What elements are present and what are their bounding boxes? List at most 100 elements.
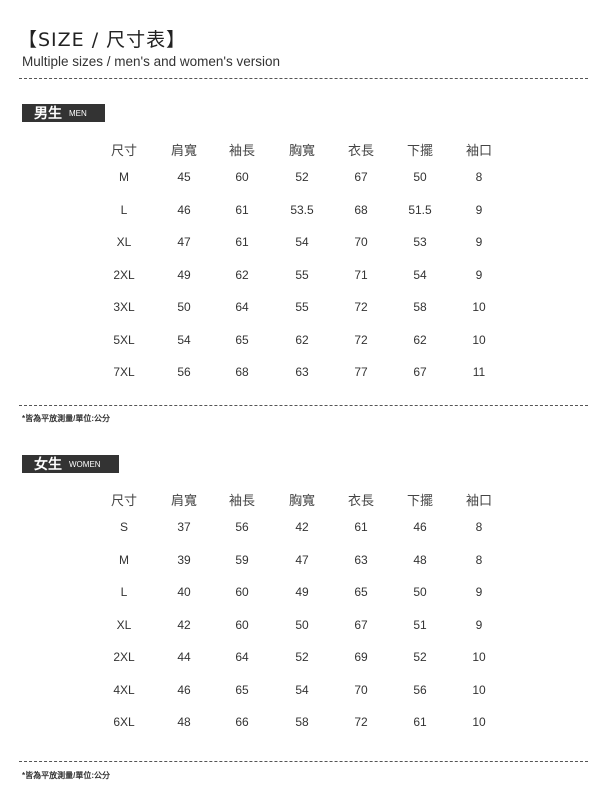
table-cell: 49 xyxy=(177,267,191,282)
size-label: M xyxy=(119,170,129,184)
table-cell: 9 xyxy=(475,267,483,282)
column-header: 下擺 xyxy=(406,143,433,158)
table-cell: 68 xyxy=(354,202,368,217)
table-cell: 45 xyxy=(177,170,191,184)
table-cell: 62 xyxy=(413,332,427,347)
table-cell: 46 xyxy=(177,202,191,217)
table-cell: 52 xyxy=(413,650,427,664)
table-cell: 60 xyxy=(235,585,249,599)
table-cell: 63 xyxy=(295,365,309,379)
table-cell: 46 xyxy=(413,520,427,534)
women-label-zh: 女生 xyxy=(34,456,62,472)
table-cell: 46 xyxy=(177,682,191,697)
table-cell: 63 xyxy=(354,552,368,567)
men-note: *皆為平放測量/單位:公分 xyxy=(22,414,110,423)
size-label: XL xyxy=(116,617,132,632)
column-header: 肩寬 xyxy=(170,143,197,158)
column-header: 袖長 xyxy=(228,143,255,158)
men-label-en: MEN xyxy=(69,108,87,118)
table-cell: 44 xyxy=(177,650,191,664)
column-header: 肩寬 xyxy=(170,493,197,508)
table-cell: 52 xyxy=(295,170,309,184)
table-cell: 68 xyxy=(235,365,249,379)
table-cell: 59 xyxy=(235,552,249,567)
table-cell: 62 xyxy=(235,267,249,282)
column-header: 衣長 xyxy=(347,493,374,508)
table-cell: 67 xyxy=(354,617,368,632)
table-cell: 61 xyxy=(413,715,427,729)
table-cell: 53.5 xyxy=(290,202,314,217)
table-cell: 61 xyxy=(354,520,368,534)
table-cell: 55 xyxy=(295,267,309,282)
table-cell: 39 xyxy=(177,552,191,567)
table-cell: 67 xyxy=(354,170,368,184)
table-cell: 67 xyxy=(413,365,427,379)
divider xyxy=(19,78,588,79)
column-header: 下擺 xyxy=(406,493,433,508)
size-label: 5XL xyxy=(113,332,135,347)
column-header: 尺寸 xyxy=(110,143,137,158)
table-cell: 54 xyxy=(295,682,309,697)
table-cell: 60 xyxy=(235,617,249,632)
table-cell: 65 xyxy=(354,585,368,599)
table-cell: 50 xyxy=(413,170,427,184)
table-cell: 40 xyxy=(177,585,191,599)
table-cell: 66 xyxy=(235,715,249,729)
page-title: 【SIZE / 尺寸表】 xyxy=(18,29,187,51)
table-cell: 37 xyxy=(177,520,191,534)
table-cell: 51.5 xyxy=(408,202,432,217)
table-cell: 61 xyxy=(235,202,249,217)
divider xyxy=(19,761,588,762)
table-cell: 54 xyxy=(177,332,191,347)
table-cell: 56 xyxy=(235,520,249,534)
table-cell: 53 xyxy=(413,235,427,249)
table-cell: 72 xyxy=(354,300,368,314)
table-cell: 69 xyxy=(354,650,368,664)
women-note: *皆為平放測量/單位:公分 xyxy=(22,771,110,780)
table-cell: 62 xyxy=(295,332,309,347)
men-label-zh: 男生 xyxy=(34,105,62,121)
table-cell: 10 xyxy=(472,300,486,314)
table-cell: 9 xyxy=(475,202,483,217)
table-cell: 61 xyxy=(235,235,249,249)
table-cell: 50 xyxy=(177,300,191,314)
table-cell: 77 xyxy=(354,365,368,379)
column-header: 袖長 xyxy=(228,493,255,508)
table-cell: 64 xyxy=(235,650,249,664)
table-cell: 10 xyxy=(472,650,486,664)
table-cell: 56 xyxy=(413,682,427,697)
table-cell: 50 xyxy=(413,585,427,599)
men-section-badge: 男生 MEN xyxy=(22,104,105,122)
size-label: L xyxy=(120,202,128,217)
table-cell: 65 xyxy=(235,682,249,697)
table-cell: 42 xyxy=(177,617,191,632)
table-cell: 8 xyxy=(475,520,483,534)
column-header: 尺寸 xyxy=(110,493,137,508)
table-cell: 54 xyxy=(413,267,427,282)
women-section-badge: 女生 WOMEN xyxy=(22,455,119,473)
size-label: 4XL xyxy=(113,682,135,697)
table-cell: 72 xyxy=(354,715,368,729)
divider xyxy=(19,405,588,406)
table-cell: 47 xyxy=(177,235,191,249)
table-cell: 9 xyxy=(475,585,483,599)
table-cell: 8 xyxy=(475,170,483,184)
table-cell: 47 xyxy=(295,552,309,567)
table-cell: 54 xyxy=(295,235,309,249)
column-header: 袖口 xyxy=(465,493,492,508)
table-cell: 10 xyxy=(472,715,486,729)
table-cell: 11 xyxy=(472,365,486,379)
table-cell: 10 xyxy=(472,682,486,697)
size-label: 2XL xyxy=(113,650,135,664)
table-cell: 71 xyxy=(354,267,368,282)
table-cell: 48 xyxy=(413,552,427,567)
table-cell: 42 xyxy=(295,520,309,534)
table-cell: 49 xyxy=(295,585,309,599)
table-cell: 65 xyxy=(235,332,249,347)
size-label: 7XL xyxy=(113,365,135,379)
table-cell: 64 xyxy=(235,300,249,314)
table-cell: 70 xyxy=(354,235,368,249)
table-cell: 58 xyxy=(295,715,309,729)
size-label: 6XL xyxy=(113,715,135,729)
table-cell: 52 xyxy=(295,650,309,664)
